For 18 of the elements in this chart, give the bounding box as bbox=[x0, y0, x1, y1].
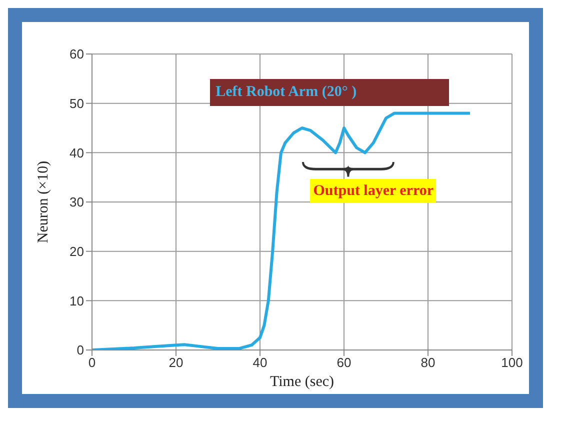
y-axis-title: Neuron (×10) bbox=[35, 160, 52, 244]
x-tick-label: 100 bbox=[501, 355, 523, 370]
y-tick-label: 50 bbox=[70, 96, 84, 111]
y-tick-label: 30 bbox=[70, 194, 84, 210]
x-tick-label: 80 bbox=[420, 355, 436, 370]
x-tick-label: 20 bbox=[168, 355, 184, 370]
note-box: Output layer error bbox=[310, 179, 436, 203]
y-tick-label: 60 bbox=[70, 46, 84, 62]
title-box: Left Robot Arm (20° ) bbox=[210, 78, 449, 106]
x-tick-label: 60 bbox=[336, 355, 352, 370]
line-series bbox=[92, 112, 472, 350]
y-tick-label: 0 bbox=[76, 342, 84, 358]
y-tick-label: 20 bbox=[70, 244, 84, 259]
x-axis-title: Time (sec) bbox=[270, 374, 334, 390]
y-tick-label: 10 bbox=[70, 293, 84, 308]
x-tick-label: 40 bbox=[252, 355, 268, 370]
y-tick-label: 40 bbox=[70, 145, 84, 160]
x-tick-label: 0 bbox=[88, 355, 96, 370]
